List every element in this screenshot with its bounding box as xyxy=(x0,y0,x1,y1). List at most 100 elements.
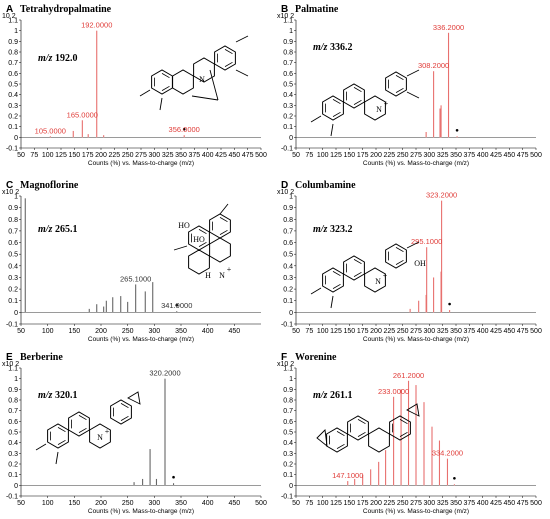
ome-1 xyxy=(219,203,229,215)
ring-f-1-bond-2 xyxy=(336,431,345,437)
y-tick-label: 0.2 xyxy=(283,287,293,294)
ring-c-2-bond-0 xyxy=(198,241,207,247)
y-tick-label: 0 xyxy=(289,135,293,142)
ring-b-3 xyxy=(364,95,386,121)
y-tick-label: 0.9 xyxy=(8,205,18,212)
x-tick-label: 100 xyxy=(317,328,329,335)
ring-d-1-bond-0 xyxy=(332,283,341,289)
mz-value: 261.1 xyxy=(330,390,353,401)
x-tick-label: 400 xyxy=(202,500,214,507)
peak-label: 105.0000 xyxy=(35,126,66,135)
ome-3 xyxy=(330,295,334,309)
dioxole-ring-1 xyxy=(316,429,328,448)
x-tick-label: 475 xyxy=(517,328,529,335)
mz-prefix: m/z xyxy=(38,390,55,401)
y-tick-label: 0.4 xyxy=(283,263,293,270)
ring-b-2-bond-2 xyxy=(353,87,362,93)
y-tick-label: 0.6 xyxy=(283,240,293,247)
atom-n: N xyxy=(376,105,382,114)
x-tick-label: 150 xyxy=(343,500,355,507)
y-tick-label: 0.6 xyxy=(8,240,18,247)
bridge-1 xyxy=(209,69,219,101)
x-tick-label: 50 xyxy=(292,500,300,507)
x-tick-label: 450 xyxy=(503,152,515,159)
x-tick-label: 300 xyxy=(148,152,160,159)
x-axis-label: Counts (%) vs. Mass-to-charge (m/z) xyxy=(363,336,469,343)
ring-d-3 xyxy=(364,267,386,293)
peak-label: 147.1000 xyxy=(332,471,363,480)
atom-oh: OH xyxy=(414,259,426,268)
y-tick-label: 0.5 xyxy=(283,430,293,437)
chart-a: A Tetrahydropalmatine 10 21.1 1 0.9 0.8 0.7 0.6… xyxy=(2,4,267,167)
peak-label: 261.2000 xyxy=(393,371,424,380)
x-tick-label: 350 xyxy=(175,328,187,335)
panel-letter: E xyxy=(6,352,13,363)
x-tick-label: 125 xyxy=(55,152,67,159)
atom-plus: + xyxy=(105,427,110,436)
ring-e-2-bond-0 xyxy=(78,427,87,433)
x-tick-label: 200 xyxy=(370,152,382,159)
ring-c-2-bond-2 xyxy=(198,229,207,235)
ring-c-3 xyxy=(209,237,231,263)
atom-h: H xyxy=(205,271,211,280)
mz-prefix: m/z xyxy=(313,42,330,53)
structure-wor xyxy=(316,403,420,453)
peak-label: 323.2000 xyxy=(426,191,457,200)
ring-b-2 xyxy=(343,83,365,109)
x-tick-label: 200 xyxy=(95,328,107,335)
ring-b-4 xyxy=(385,71,407,97)
ring-e-1-bond-2 xyxy=(57,427,66,433)
x-tick-label: 200 xyxy=(95,152,107,159)
x-tick-label: 400 xyxy=(477,500,489,507)
ring-d-4 xyxy=(385,243,407,269)
x-tick-label: 100 xyxy=(42,328,54,335)
structure-ber: N+ xyxy=(35,391,141,465)
ring-b-2-bond-0 xyxy=(353,99,362,105)
structure-col: N+ OH xyxy=(310,241,426,309)
x-tick-label: 375 xyxy=(463,500,475,507)
ring-a-1-bond-2 xyxy=(161,73,170,79)
x-tick-label: 300 xyxy=(423,500,435,507)
x-axis-label: Counts (%) vs. Mass-to-charge (m/z) xyxy=(88,508,194,515)
x-tick-label: 50 xyxy=(292,328,300,335)
x-tick-label: 400 xyxy=(202,328,214,335)
x-tick-label: 200 xyxy=(370,328,382,335)
compound-name: Magnoflorine xyxy=(20,180,79,191)
mz-prefix: m/z xyxy=(313,390,330,401)
y-tick-label: 0 xyxy=(14,483,18,490)
x-tick-label: 425 xyxy=(490,152,502,159)
compound-name: Palmatine xyxy=(295,4,339,15)
atom-n: N xyxy=(375,277,381,286)
panel-f: F Worenine x10 2 1.1 1 0.9 0.8 0.7 0.6 0.5 0.4 0.3 0… xyxy=(275,348,550,519)
x-tick-label: 250 xyxy=(122,152,134,159)
mz-annotation: m/z 192.0 xyxy=(38,53,77,64)
y-tick-label: 0 xyxy=(14,310,18,317)
x-tick-label: 425 xyxy=(490,500,502,507)
atom-plus: + xyxy=(384,99,389,108)
x-tick-label: 75 xyxy=(305,500,313,507)
y-tick-label: 0.3 xyxy=(8,451,18,458)
y-tick-label: 1 xyxy=(14,28,18,35)
y-tick-label: 0.2 xyxy=(283,114,293,121)
x-tick-label: 200 xyxy=(95,500,107,507)
scale-label: x10 2 xyxy=(277,361,294,368)
ring-c-1-bond-2 xyxy=(219,217,228,223)
scale-label: x10 2 xyxy=(277,13,294,20)
y-tick-label: 0.1 xyxy=(8,124,18,131)
ring-f-2-bond-0 xyxy=(357,431,366,437)
atom-n: N xyxy=(199,75,205,84)
x-tick-label: 450 xyxy=(228,500,240,507)
x-tick-label: 275 xyxy=(135,152,147,159)
structure-thp: N xyxy=(139,35,249,111)
peak-label: 341.9000 xyxy=(161,301,192,310)
y-tick-label: 0.3 xyxy=(8,103,18,110)
panel-b: B Palmatine x10 2 1.1 1 0.9 0.8 0.7 0.6 0.5 0.4 0.3… xyxy=(275,0,550,170)
x-tick-label: 475 xyxy=(517,500,529,507)
x-tick-label: 150 xyxy=(68,152,80,159)
x-tick-label: 375 xyxy=(188,152,200,159)
ring-d-2-bond-0 xyxy=(353,271,362,277)
x-axis-label: Counts (%) vs. Mass-to-charge (m/z) xyxy=(363,160,469,167)
peak-label: 165.0000 xyxy=(67,110,98,119)
ome-1 xyxy=(235,35,249,43)
